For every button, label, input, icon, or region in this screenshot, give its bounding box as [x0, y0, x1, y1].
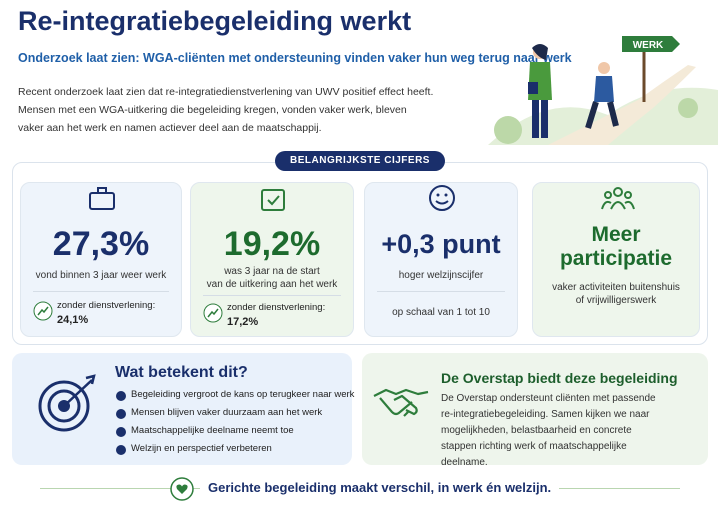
figure-value: +0,3 punt	[381, 229, 501, 259]
compare-value: 24,1%	[57, 314, 89, 326]
figure-label: hoger welzijnscijfer	[398, 270, 484, 281]
compare-label: zonder dienstverlening:	[57, 300, 156, 311]
figure-note: op schaal van 1 tot 10	[392, 307, 490, 318]
check	[116, 427, 126, 437]
divider	[377, 291, 505, 292]
illustration: WERK	[488, 36, 718, 145]
figure-label: was 3 jaar na de start	[224, 266, 320, 277]
provider-text: deelname.	[441, 457, 488, 468]
check	[116, 409, 126, 419]
provider-text: stappen richting werk of maatschappelijk…	[441, 441, 627, 452]
figure-label: of vrijwilligerswerk	[575, 295, 657, 306]
meaning-item: Begeleiding vergroot de kans op terugkee…	[131, 389, 355, 400]
divider	[203, 295, 341, 296]
meaning-item: Maatschappelijke deelname neemt toe	[131, 425, 294, 436]
subtitle: Onderzoek laat zien: WGA-cliënten met on…	[18, 51, 572, 65]
meaning-title: Wat betekent dit?	[115, 364, 248, 381]
provider-text: mogelijkheden, belastbaarheid en concret…	[441, 425, 632, 436]
intro-line: Recent onderzoek laat zien dat re-integr…	[18, 86, 434, 98]
target-icon	[38, 374, 96, 432]
handshake-icon	[373, 388, 429, 417]
figure-label: vaker activiteiten buitenshuis	[552, 282, 680, 293]
title: Re-integratiebegeleiding werkt	[18, 6, 412, 36]
icon	[33, 301, 53, 321]
figure-value: 27,3%	[52, 225, 150, 263]
sign-text: WERK	[633, 40, 664, 51]
provider-title: De Overstap biedt deze begeleiding	[441, 370, 678, 386]
intro-line: Mensen met een WGA-uitkering die begelei…	[18, 104, 407, 116]
meaning-item: Welzijn en perspectief verbeteren	[131, 443, 272, 454]
intro-line: vaker aan het werk en namen actiever dee…	[18, 122, 322, 134]
figure-value: Meer	[591, 223, 641, 246]
check	[116, 391, 126, 401]
icon	[429, 185, 455, 211]
compare-label: zonder dienstverlening:	[227, 302, 326, 313]
figure-label: vond binnen 3 jaar weer werk	[35, 270, 167, 281]
badge: BELANGRIJKSTE CIJFERS	[275, 151, 445, 171]
card: Meer participatie vaker activiteiten bui…	[532, 182, 700, 337]
card: 19,2% was 3 jaar na de start van de uitk…	[190, 182, 354, 337]
compare-value: 17,2%	[227, 316, 259, 328]
icon	[601, 187, 635, 210]
footer-text: Gerichte begeleiding maakt verschil, in …	[200, 480, 560, 495]
icon	[203, 303, 223, 323]
card: +0,3 punt hoger welzijnscijfer op schaal…	[364, 182, 518, 337]
figure-label: van de uitkering aan het werk	[206, 279, 338, 290]
provider-panel	[362, 353, 708, 465]
figure-value: 19,2%	[223, 225, 321, 263]
meaning-item: Mensen blijven vaker duurzaam aan het we…	[131, 407, 323, 418]
provider-text: re-integratiebegeleiding. Samen kijken w…	[441, 409, 650, 420]
provider-text: De Overstap ondersteunt cliënten met pas…	[441, 393, 656, 404]
card: 27,3% vond binnen 3 jaar weer werk zonde…	[20, 182, 182, 337]
heart-icon	[170, 477, 194, 501]
figure-value: participatie	[559, 247, 673, 270]
divider	[33, 291, 169, 292]
check	[116, 445, 126, 455]
icon	[261, 189, 285, 211]
icon	[89, 187, 115, 210]
